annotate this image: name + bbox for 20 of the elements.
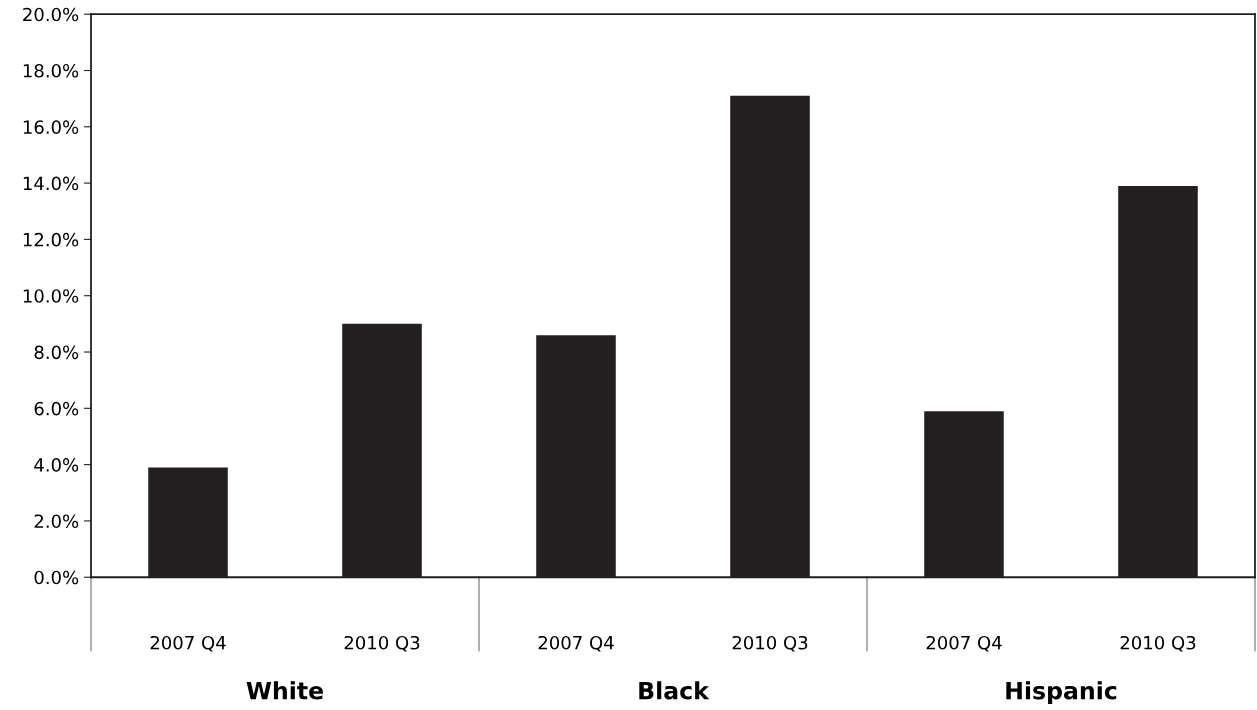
y-tick-label: 0.0% [34,570,79,585]
y-tick-label: 6.0% [34,401,79,416]
text: White [246,681,323,700]
text: Hispanic [1006,681,1117,705]
y-tick-label: 4.0% [34,458,79,472]
y-tick-label: 14.0% [23,176,79,191]
y-tick-label: 16.0% [23,120,79,134]
y-tick-label: 8.0% [34,345,79,360]
y-tick-label: 2.0% [34,514,79,529]
y-tick-label: 18.0% [23,63,79,78]
y-tick-label: 12.0% [23,232,79,247]
y-tick-label: 20.0% [23,7,79,22]
x-tick-label: 2007 Q4 [538,635,614,652]
x-tick-label: 2010 Q3 [732,635,808,652]
text: Black [639,681,710,700]
x-tick-label: 2007 Q4 [150,635,226,652]
x-tick-label: 2010 Q3 [344,635,420,652]
y-tick-label: 10.0% [23,289,79,303]
x-tick-label: 2010 Q3 [1120,635,1196,652]
x-tick-label: 2007 Q4 [926,635,1002,652]
